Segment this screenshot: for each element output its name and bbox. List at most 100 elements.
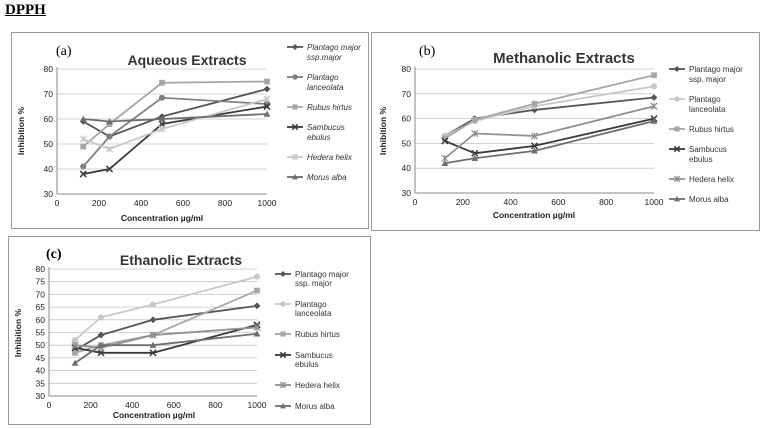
- data-point: [97, 341, 105, 348]
- data-point: [71, 341, 79, 349]
- legend-entry: Sambucus ebulus: [287, 123, 345, 142]
- series-sambucus-ebulus: [71, 321, 261, 357]
- data-point: [97, 349, 105, 357]
- legend-swatch-marker: [279, 351, 287, 359]
- series-plantago-lanceolata: [71, 273, 261, 344]
- y-tick-label: 40: [36, 366, 46, 376]
- y-axis-label: Inhibition %: [16, 106, 26, 155]
- x-tick-label: 1000: [258, 198, 277, 208]
- data-point: [105, 165, 114, 173]
- data-point: [71, 337, 79, 344]
- series-line: [83, 105, 268, 175]
- legend-swatch-marker: [291, 123, 299, 131]
- y-tick-label: 80: [402, 64, 412, 74]
- series-line: [82, 88, 268, 138]
- data-point: [149, 316, 157, 324]
- legend-label: Plantago lanceolata: [689, 95, 726, 114]
- data-point: [263, 110, 271, 117]
- legend-entry: Hedera helix: [275, 381, 340, 390]
- legend-swatch-marker: [291, 153, 299, 161]
- data-point: [530, 132, 539, 140]
- legend-swatch-marker: [292, 74, 298, 80]
- legend-label: Morus alba: [295, 402, 335, 411]
- data-point: [79, 135, 87, 143]
- series-line: [444, 105, 655, 159]
- legend-label: Morus alba: [307, 173, 347, 182]
- data-point: [80, 163, 87, 170]
- data-point: [441, 137, 449, 145]
- legend-entry: Plantago lanceolata: [287, 73, 344, 92]
- x-tick-label: 600: [176, 198, 190, 208]
- data-point: [158, 125, 166, 133]
- legend-entry: Plantago major ssp. major: [275, 270, 349, 288]
- y-tick-label: 70: [36, 289, 46, 299]
- series-line: [74, 275, 258, 341]
- x-tick-label: 800: [208, 400, 222, 410]
- series-sambucus-ebulus: [441, 115, 658, 157]
- y-tick-label: 70: [402, 89, 412, 99]
- y-axis-label: Inhibition %: [378, 106, 388, 155]
- legend-entry: Plantago major ssp. major: [669, 65, 743, 84]
- panel-label: (c): [46, 247, 62, 262]
- x-tick-label: 400: [504, 197, 518, 207]
- data-point: [158, 120, 166, 128]
- data-point: [441, 135, 448, 142]
- series-line: [82, 98, 268, 150]
- data-point: [158, 94, 166, 101]
- data-point: [531, 106, 538, 114]
- legend-swatch-marker: [674, 196, 680, 202]
- y-tick-label: 60: [36, 315, 46, 325]
- data-point: [471, 129, 479, 138]
- legend-entry: Hedera helix: [669, 175, 734, 184]
- data-point: [79, 115, 87, 122]
- data-point: [97, 331, 105, 339]
- chart-methanolic: 30 40 50 60 70 80 0 200 400 600 800 1000 Concentrati…: [371, 32, 760, 231]
- x-tick-label: 600: [167, 400, 181, 410]
- chart-aqueous: 30 40 50 60 70 80 0 200 400 600 800 1000 Concentrati…: [11, 32, 369, 229]
- x-tick-label: 0: [55, 198, 60, 208]
- y-tick-label: 50: [402, 138, 412, 148]
- y-tick-label: 60: [402, 114, 412, 124]
- chart-title: Ethanolic Extracts: [120, 252, 242, 268]
- data-point: [471, 116, 478, 123]
- series-sambucus-ebulus: [79, 102, 271, 178]
- data-point: [71, 359, 79, 366]
- chart-ethanolic: 30 35 40 45 50 55 60 65 70 75 80 0 200 400 600 800 1000 C…: [8, 236, 371, 425]
- x-tick-label: 200: [456, 197, 470, 207]
- panel-label: (a): [56, 44, 72, 59]
- series-line: [83, 113, 268, 123]
- data-point: [158, 115, 166, 122]
- y-tick-label: 35: [36, 378, 46, 388]
- data-point: [149, 301, 157, 308]
- data-point: [441, 159, 449, 166]
- legend-label: Rubus hirtus: [689, 125, 734, 134]
- legend-label: Sambucus ebulus: [307, 123, 345, 142]
- legend-label: Plantago major ssp. major: [689, 65, 743, 84]
- legend-label: Hedera helix: [689, 175, 734, 184]
- legend-entry: Sambucus ebulus: [669, 145, 727, 164]
- data-point: [106, 118, 113, 125]
- y-tick-label: 55: [36, 328, 46, 338]
- legend-label: Rubus hirtus: [295, 330, 340, 339]
- data-point: [471, 149, 479, 157]
- y-tick-label: 80: [44, 64, 54, 74]
- legend-label: Hedera helix: [307, 153, 353, 162]
- x-tick-label: 200: [84, 400, 98, 410]
- data-point: [149, 349, 157, 357]
- x-tick-label: 200: [92, 198, 106, 208]
- legend-swatch-marker: [280, 403, 286, 409]
- data-point: [149, 331, 157, 339]
- legend-entry: Morus alba: [275, 402, 335, 411]
- legend-swatch-marker: [673, 175, 681, 183]
- series-morus-alba: [71, 330, 261, 366]
- legend-swatch-marker: [674, 66, 680, 72]
- y-tick-label: 30: [36, 391, 46, 401]
- legend-entry: Rubus hirtus: [287, 103, 352, 112]
- series-hedera-helix: [79, 95, 271, 153]
- y-tick-label: 60: [44, 114, 54, 124]
- legend-entry: Hedera helix: [287, 153, 353, 162]
- legend-label: Sambucus ebulus: [295, 351, 333, 369]
- data-point: [80, 143, 87, 150]
- data-point: [253, 273, 261, 280]
